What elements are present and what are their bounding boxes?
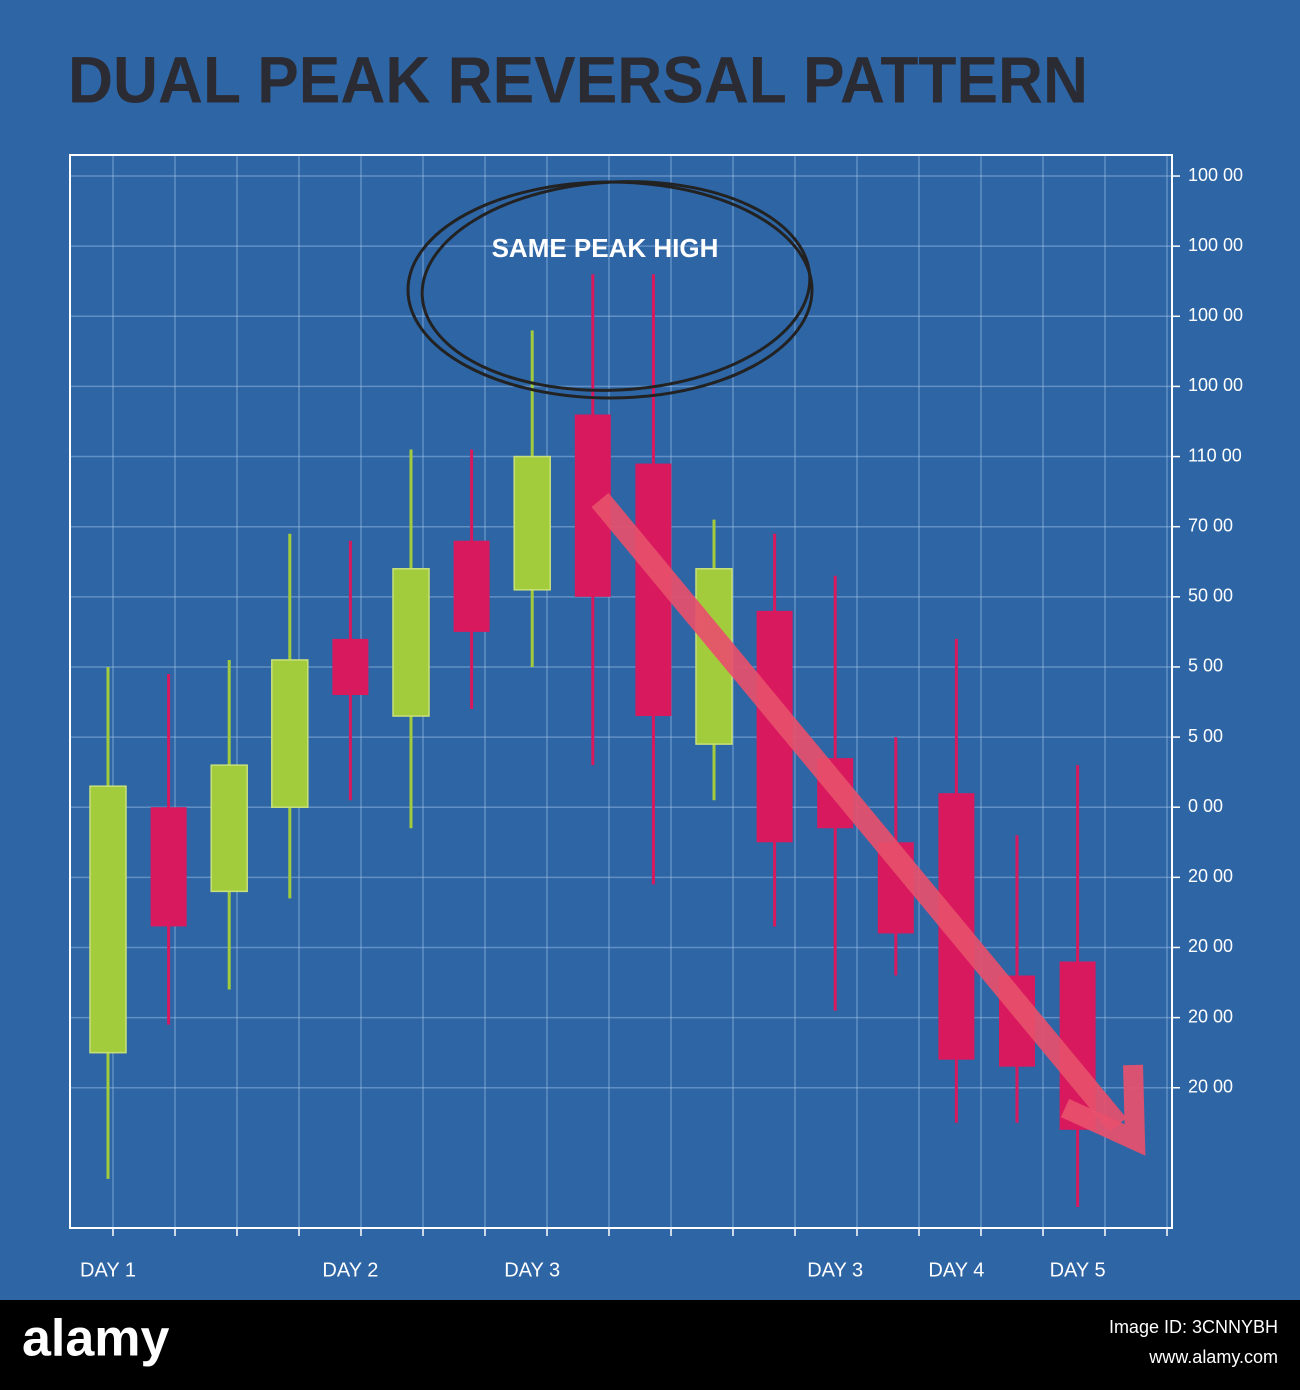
candle-body — [150, 807, 187, 927]
candle-body — [271, 659, 309, 808]
y-tick-label: 50 00 — [1188, 586, 1233, 606]
y-tick-label: 5 00 — [1188, 656, 1223, 676]
footer-url: www.alamy.com — [1148, 1347, 1278, 1367]
candle-body — [513, 455, 551, 591]
y-tick-label: 100 00 — [1188, 305, 1243, 325]
y-tick-label: 110 00 — [1188, 445, 1242, 465]
y-tick-label: 0 00 — [1188, 796, 1223, 816]
y-tick-label: 70 00 — [1188, 515, 1233, 535]
y-tick-label: 100 00 — [1188, 375, 1243, 395]
y-tick-label: 100 00 — [1188, 165, 1243, 185]
x-tick-label: DAY 3 — [807, 1259, 863, 1281]
annotation-ellipse — [406, 180, 814, 400]
candle-body — [89, 785, 127, 1054]
annotation: SAME PEAK HIGH — [492, 233, 719, 263]
arrow-head — [1060, 1064, 1146, 1156]
footer-id: Image ID: 3CNNYBH — [1109, 1317, 1278, 1337]
frame — [69, 154, 1173, 1229]
y-tick-label: 5 00 — [1188, 726, 1223, 746]
grid — [70, 155, 1180, 1236]
x-tick-label: DAY 2 — [322, 1259, 378, 1281]
x-tick-label: DAY 1 — [80, 1259, 136, 1281]
footer-brand: alamy — [22, 1310, 170, 1368]
candle-body — [392, 568, 430, 717]
y-tick-label: 20 00 — [1188, 936, 1233, 956]
candle-body — [453, 540, 490, 632]
annotation-ellipse — [420, 180, 812, 392]
y-tick-label: 20 00 — [1188, 866, 1233, 886]
x-tick-label: DAY 5 — [1050, 1259, 1106, 1281]
y-tick-label: 20 00 — [1188, 1076, 1233, 1096]
x-tick-label: DAY 4 — [928, 1259, 984, 1281]
y-tick-label: 20 00 — [1188, 1006, 1233, 1026]
footer-bar — [0, 1300, 1300, 1390]
x-tick-label: DAY 3 — [504, 1259, 560, 1281]
marks — [89, 274, 1096, 1207]
arrow-shaft — [591, 492, 1127, 1133]
candle-body — [210, 764, 248, 893]
y-tick-label: 100 00 — [1188, 235, 1243, 255]
candle-body — [332, 638, 369, 696]
trend-arrow — [591, 492, 1146, 1156]
chart-title: DUAL PEAK REVERSAL PATTERN — [68, 42, 1088, 116]
